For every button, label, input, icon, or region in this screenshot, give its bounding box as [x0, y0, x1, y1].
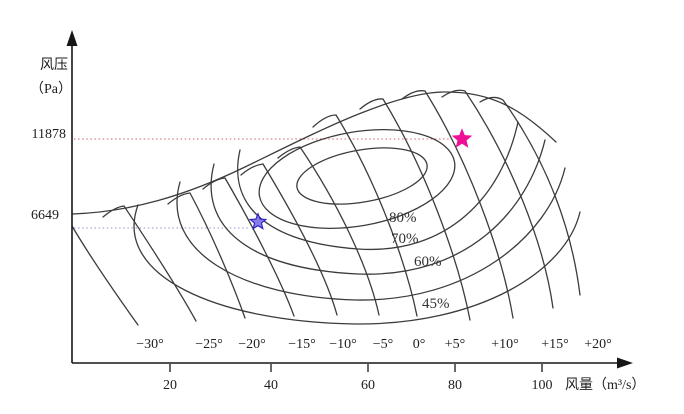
- blade-curve-0: [312, 114, 418, 317]
- blade-curve-minus15: [202, 177, 295, 317]
- angle-label-0: 0°: [413, 337, 426, 352]
- angle-label-minus5: −5°: [373, 337, 394, 352]
- blade-curve-plus15: [441, 89, 554, 309]
- blade-angle-labels: −30° −25° −20° −15° −10° −5° 0° +5° +10°…: [136, 337, 612, 352]
- blade-angle-curves: [71, 89, 581, 326]
- angle-label-plus5: +5°: [445, 337, 466, 352]
- angle-label-minus25: −25°: [195, 337, 223, 352]
- x-tick-label-100: 100: [532, 378, 553, 393]
- blade-curve-minus30: [71, 225, 139, 326]
- x-tick-label-20: 20: [163, 378, 177, 393]
- x-tick-label-60: 60: [361, 378, 375, 393]
- y-tick-label-6649: 6649: [31, 208, 59, 223]
- x-tick-label-40: 40: [264, 378, 278, 393]
- inner-contour-1: [296, 147, 428, 205]
- efficiency-labels: 80% 70% 60% 45%: [389, 210, 450, 312]
- axes: [66, 30, 633, 372]
- x-axis-title: 风量（m³/s）: [565, 377, 645, 393]
- contour-80: [237, 121, 519, 251]
- efficiency-contours: [133, 121, 581, 325]
- inner-contour-2: [258, 128, 456, 230]
- envelope-curve: [71, 91, 557, 215]
- blade-curve-minus25: [102, 205, 197, 322]
- angle-label-minus15: −15°: [288, 337, 316, 352]
- y-tick-label-11878: 11878: [32, 127, 66, 142]
- x-tick-label-80: 80: [448, 378, 462, 393]
- efficiency-label-70: 70%: [391, 231, 419, 247]
- y-axis-title-line1: 风压: [40, 58, 68, 73]
- blade-curve-plus5: [359, 98, 471, 321]
- angle-label-plus15: +15°: [541, 337, 569, 352]
- blade-curve-minus5: [277, 146, 380, 316]
- angle-label-plus10: +10°: [491, 337, 519, 352]
- efficiency-label-45: 45%: [422, 296, 450, 312]
- y-axis-arrow-icon: [66, 30, 78, 46]
- contour-60: [176, 167, 566, 301]
- angle-label-minus20: −20°: [238, 337, 266, 352]
- angle-label-plus20: +20°: [584, 337, 612, 352]
- angle-label-minus30: −30°: [136, 337, 164, 352]
- blade-curve-plus10: [401, 90, 514, 319]
- contour-70: [210, 139, 546, 275]
- x-tick-labels: 20 40 60 80 100: [163, 378, 553, 393]
- efficiency-label-80: 80%: [389, 210, 417, 226]
- x-axis-arrow-icon: [617, 357, 633, 369]
- contour-45: [133, 204, 581, 325]
- blade-curve-minus10: [240, 163, 338, 316]
- angle-label-minus10: −10°: [329, 337, 357, 352]
- efficiency-label-60: 60%: [414, 254, 442, 270]
- y-axis-title-line2: （Pa）: [30, 81, 72, 97]
- blade-curve-plus20: [479, 96, 581, 296]
